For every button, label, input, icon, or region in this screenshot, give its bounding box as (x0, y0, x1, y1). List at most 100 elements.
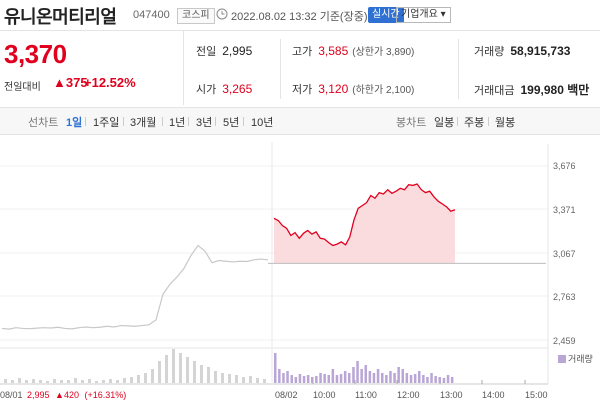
high-value: 3,585 (318, 44, 349, 58)
volume-bar (109, 379, 112, 383)
volume-bar (130, 377, 133, 383)
prev-day-summary: 2,995 ▲420 (+16.31%) (27, 390, 126, 400)
volume-bar (430, 373, 433, 383)
tab-weekly-candle[interactable]: 주봉 (464, 117, 485, 129)
tab-1year[interactable]: 1년 (169, 117, 186, 129)
tab-10year[interactable]: 10년 (251, 117, 274, 129)
divider (280, 39, 281, 99)
price-area-fill (274, 184, 455, 264)
volume-bar (405, 373, 409, 383)
low-price: 저가 3,120 (하한가 2,100) (292, 81, 414, 97)
volume-bar (186, 357, 189, 383)
quote-table: 전일 2,995 고가 3,585 (상한가 3,890) 거래량 58,915,733… (184, 31, 600, 105)
chart-period-tabs: 선차트 1일 1주일 3개월 1년 3년 5년 10년 봉차트 일봉 주봉 월봉 (0, 107, 600, 135)
volume-bar (286, 371, 289, 383)
change-percent: +12.52% (84, 75, 136, 90)
prev-close-label: 전일 (196, 46, 217, 58)
volume-bar (327, 375, 330, 383)
volume-legend-swatch (558, 355, 566, 363)
volume-bar (352, 367, 355, 383)
divider (188, 117, 189, 126)
volume-bar (434, 376, 437, 383)
high-price: 고가 3,585 (상한가 3,890) (292, 43, 414, 59)
volume-bar (409, 375, 413, 383)
volume-bar (339, 374, 343, 383)
timestamp: 2022.08.02 13:32 기준(장중) (231, 11, 368, 23)
x-tick-label: 14:00 (482, 390, 505, 400)
lower-limit: (하한가 2,100) (352, 85, 415, 96)
volume-bar (158, 361, 161, 383)
volume-bar (200, 365, 203, 383)
volume-bar (95, 381, 98, 383)
stock-code: 047400 (133, 9, 170, 21)
volume-bar (356, 361, 359, 383)
volume-bar (397, 367, 400, 383)
tab-5year[interactable]: 5년 (223, 117, 240, 129)
today-price-line (273, 183, 456, 247)
tab-3month[interactable]: 3개월 (130, 117, 157, 129)
prev-day-pct: (+16.31%) (85, 390, 127, 400)
low-label: 저가 (292, 84, 313, 96)
open-label: 시가 (196, 84, 217, 96)
divider (457, 117, 458, 126)
prev-close: 전일 2,995 (196, 43, 252, 59)
intraday-price-chart[interactable]: 3,676 3,371 3,067 2,763 2,459 거래량 08/01 … (0, 134, 600, 412)
volume-bar (151, 369, 154, 383)
volume-bar (348, 373, 351, 383)
realtime-button[interactable]: 실시간 (368, 7, 404, 23)
volume-bar (221, 373, 224, 383)
volume-bar (278, 369, 281, 383)
volume-bar (372, 373, 376, 383)
low-value: 3,120 (318, 82, 349, 96)
tab-3year[interactable]: 3년 (196, 117, 213, 129)
volume-label: 거래량 (474, 46, 505, 58)
divider (123, 117, 124, 126)
volume-bar (116, 380, 119, 383)
volume: 거래량 58,915,733 (474, 43, 570, 59)
volume-bar (207, 367, 210, 383)
volume-bar (335, 375, 339, 383)
volume-bar (32, 379, 35, 383)
volume-bar (39, 380, 42, 383)
volume-bar (81, 380, 84, 383)
volume-bar (413, 374, 417, 383)
volume-bar (442, 378, 446, 383)
volume-bar (385, 375, 388, 383)
volume-bar (376, 369, 380, 383)
volume-bar (360, 369, 363, 383)
divider (162, 117, 163, 126)
volume-bar (393, 373, 396, 383)
x-tick-label: 10:00 (313, 390, 336, 400)
tab-1day[interactable]: 1일 (66, 117, 83, 129)
amount-label: 거래대금 (474, 85, 515, 97)
company-info-button[interactable]: 기업개요 ▾ (396, 7, 451, 23)
prev-day-change: 420 (64, 390, 79, 400)
volume-bar (256, 378, 259, 383)
volume-bar (172, 349, 175, 383)
open-price: 시가 3,265 (196, 81, 252, 97)
y-tick-label: 3,067 (553, 249, 576, 259)
volume-bar (368, 371, 372, 383)
volume-bar (294, 377, 298, 383)
volume-bar (123, 378, 126, 383)
candle-chart-label: 봉차트 (396, 117, 427, 129)
y-tick-label: 3,676 (553, 161, 576, 171)
volume-bar (25, 380, 28, 383)
volume-bar (381, 373, 384, 383)
volume-bar (422, 375, 425, 383)
stock-header: 유니온머티리얼 047400 코스피 2022.08.02 13:32 기준(장… (0, 0, 600, 31)
volume-bar (438, 377, 441, 383)
volume-bar (306, 375, 310, 383)
volume-bar (144, 373, 147, 383)
volume-bar (88, 379, 91, 383)
volume-bar (53, 379, 56, 383)
volume-bar (401, 369, 404, 383)
volume-bar (343, 371, 347, 383)
open-value: 3,265 (222, 82, 253, 96)
x-tick-label: 13:00 (440, 390, 463, 400)
tab-monthly-candle[interactable]: 월봉 (495, 117, 516, 129)
volume-bar (18, 378, 21, 383)
tab-daily-candle[interactable]: 일봉 (434, 117, 455, 129)
tab-1week[interactable]: 1주일 (93, 117, 120, 129)
divider (488, 117, 489, 126)
